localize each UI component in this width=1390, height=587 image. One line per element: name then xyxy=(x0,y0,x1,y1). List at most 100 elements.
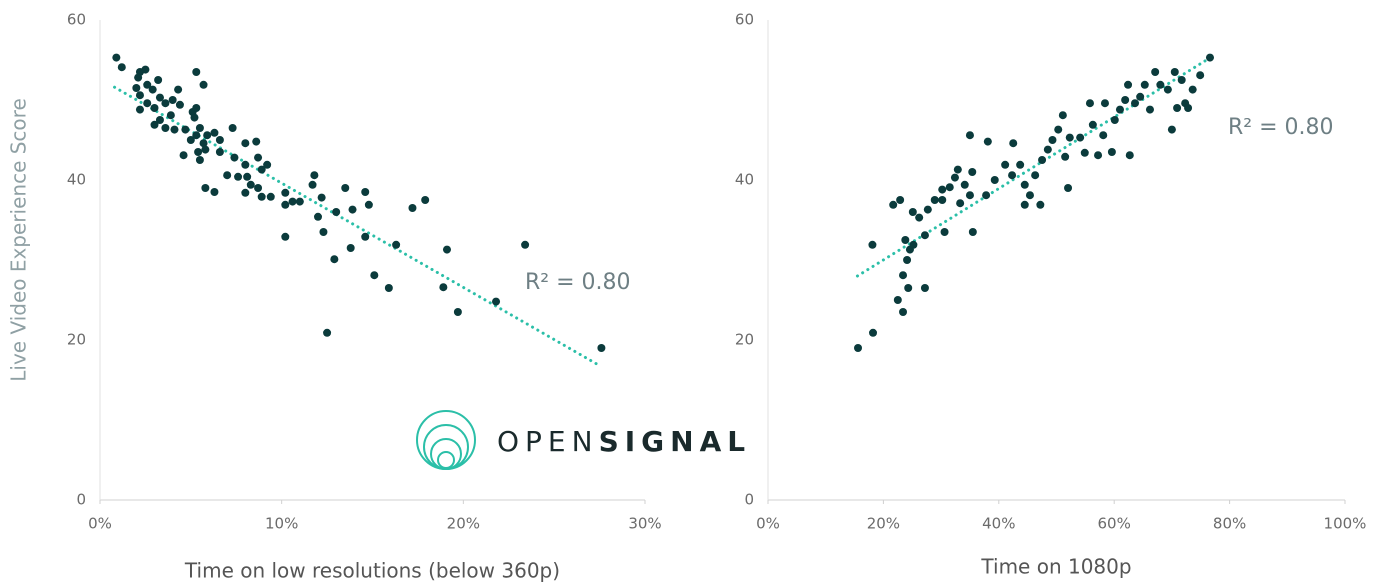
point xyxy=(923,205,932,214)
point xyxy=(243,172,252,181)
point xyxy=(1167,125,1176,134)
point xyxy=(155,116,164,124)
y-tick-label: 60 xyxy=(735,11,754,29)
point xyxy=(1094,151,1103,160)
point xyxy=(295,197,304,206)
point xyxy=(132,84,141,92)
point xyxy=(1188,85,1197,94)
point xyxy=(893,296,902,304)
point xyxy=(150,104,159,112)
point xyxy=(408,204,417,212)
x-tick-label: 20% xyxy=(447,515,480,533)
point xyxy=(341,184,350,192)
point xyxy=(1107,148,1116,156)
point xyxy=(1163,85,1172,94)
point xyxy=(1184,104,1193,112)
point xyxy=(938,185,947,194)
y-tick-label: 60 xyxy=(67,11,86,29)
point xyxy=(230,153,239,162)
point xyxy=(1136,92,1145,101)
x-tick-label: 40% xyxy=(982,515,1015,533)
point xyxy=(199,80,208,89)
point xyxy=(281,200,290,209)
point xyxy=(868,240,877,249)
point xyxy=(215,136,224,144)
point xyxy=(263,160,272,169)
point xyxy=(442,245,451,254)
point xyxy=(241,160,250,169)
point xyxy=(228,124,237,132)
point xyxy=(134,73,143,82)
point xyxy=(903,256,912,264)
point xyxy=(1177,76,1186,84)
logo-bold: SIGNAL xyxy=(599,425,752,458)
point xyxy=(346,244,355,252)
point xyxy=(181,125,190,134)
y-axis-label: Live Video Experience Score xyxy=(7,98,31,382)
point xyxy=(953,165,962,174)
point xyxy=(1020,180,1029,189)
point xyxy=(361,232,370,241)
y-tick-label: 40 xyxy=(67,171,86,189)
point xyxy=(190,113,199,122)
point xyxy=(1124,80,1133,89)
point xyxy=(150,120,159,129)
point xyxy=(392,240,401,249)
point xyxy=(983,137,992,146)
point xyxy=(252,137,261,146)
point xyxy=(148,85,157,94)
point xyxy=(348,205,357,214)
point xyxy=(1085,99,1094,108)
x-tick-label: 30% xyxy=(628,515,661,533)
point xyxy=(281,232,290,241)
point xyxy=(195,156,204,164)
point xyxy=(323,328,332,337)
point xyxy=(1001,160,1010,169)
point xyxy=(1156,80,1165,89)
point xyxy=(889,200,898,209)
point xyxy=(960,180,969,189)
point xyxy=(1008,171,1017,180)
point xyxy=(1065,133,1074,142)
point xyxy=(909,240,918,249)
point xyxy=(492,297,501,306)
point xyxy=(1151,68,1160,76)
point xyxy=(257,165,266,174)
point xyxy=(453,308,462,316)
point xyxy=(241,139,250,148)
point xyxy=(246,180,255,189)
annotation: R² = 0.80 xyxy=(525,270,631,295)
point xyxy=(915,213,924,222)
x-tick-label: 100% xyxy=(1324,515,1367,533)
point xyxy=(990,176,999,184)
point xyxy=(1038,156,1047,164)
point xyxy=(1076,133,1085,142)
point xyxy=(896,196,905,204)
point xyxy=(266,192,275,201)
point xyxy=(135,105,144,114)
y-tick-label: 20 xyxy=(735,331,754,349)
point xyxy=(155,93,164,102)
point xyxy=(920,231,929,240)
x-tick-label: 0% xyxy=(756,515,780,533)
point xyxy=(168,96,177,104)
point xyxy=(195,124,204,132)
point xyxy=(1110,116,1119,124)
point xyxy=(901,236,910,244)
point xyxy=(179,151,188,160)
point xyxy=(175,100,184,109)
point xyxy=(170,125,179,134)
point xyxy=(1130,99,1139,108)
trendline xyxy=(113,85,602,368)
point xyxy=(384,284,393,292)
x-tick-label: 0% xyxy=(88,515,112,533)
point xyxy=(161,99,170,108)
point xyxy=(899,308,908,316)
point xyxy=(332,208,341,216)
x-tick-label: 60% xyxy=(1098,515,1131,533)
logo: OPENSIGNAL xyxy=(416,410,752,470)
point xyxy=(254,153,263,162)
point xyxy=(161,124,170,132)
point xyxy=(956,199,965,208)
point xyxy=(940,228,949,236)
